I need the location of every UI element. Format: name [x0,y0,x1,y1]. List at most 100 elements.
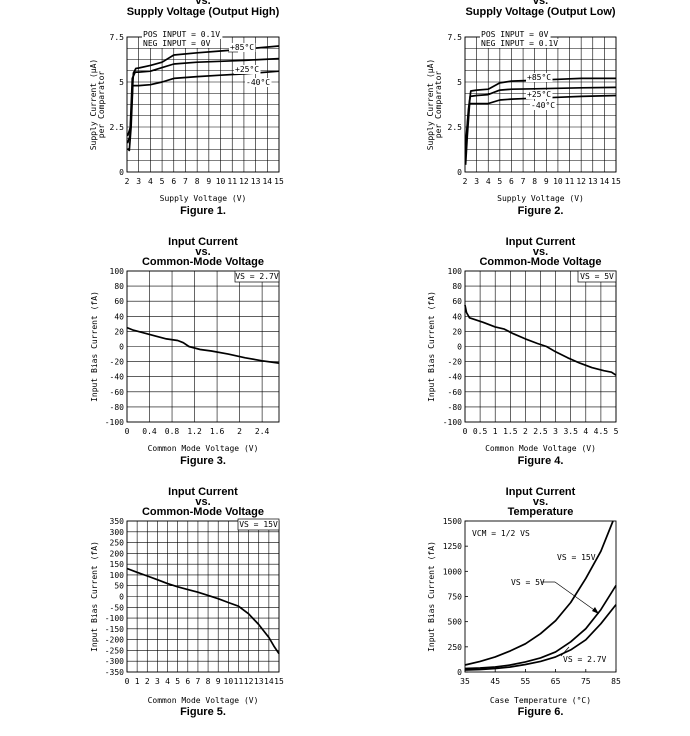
chart-title-line: Supply Voltage (Output Low) [465,6,615,18]
y-tick-label: 150 [110,560,125,569]
series-label-85c-bg [526,73,553,82]
vcm-note: VCM = 1/2 VS [472,529,530,538]
input-note-neg-bg [480,39,561,48]
x-axis-label: Supply Voltage (V) [160,194,247,203]
chart-title-line: vs. [533,496,548,508]
y-tick-label: 0 [457,168,462,177]
chart-title-line: vs. [195,246,210,258]
y-axis-label: Input Bias Current (fA) [427,541,436,652]
series-line-3 [126,70,280,152]
x-tick-label: 1.2 [187,427,202,436]
plot-frame [464,270,617,423]
x-tick-label: 0 [125,677,130,686]
input-note-pos-bg [480,30,551,39]
y-tick-label: 100 [110,267,125,276]
series-label-5v: VS = 5V [511,578,545,587]
x-tick-label: 0.8 [165,427,180,436]
x-tick-label: 5 [497,177,502,186]
x-tick-label: 2 [125,177,130,186]
vs-label: VS = 15V [239,520,278,529]
leader-2v7 [560,646,570,657]
y-axis-label: Input Bias Current (fA) [427,291,436,402]
chart-title-line: Common-Mode Voltage [479,256,601,268]
figure-caption: Figure 2. [518,205,564,217]
y-tick-label: 60 [452,297,462,306]
x-tick-label: 6 [171,177,176,186]
chart-title-line: Input Current [506,236,576,248]
y-tick-label: 2.5 [448,123,463,132]
vs-label: VS = 5V [580,272,614,281]
y-axis-label: per Comparator [434,71,443,139]
chart-title-line: Supply Voltage (Output High) [127,6,280,18]
x-tick-label: 0.5 [473,427,488,436]
series-label-m40c: -40°C [246,78,270,87]
x-axis-label: Supply Voltage (V) [497,194,584,203]
y-tick-label: -60 [448,388,463,397]
x-tick-label: 8 [206,677,211,686]
x-tick-label: 65 [551,677,561,686]
x-tick-label: 5 [175,677,180,686]
series-line-1 [464,520,614,666]
y-tick-label: 0 [457,343,462,352]
x-tick-label: 8 [195,177,200,186]
y-tick-label: 1250 [443,542,462,551]
vs-label-box [237,518,280,531]
x-tick-label: 3 [155,677,160,686]
figure-caption: Figure 4. [518,455,564,467]
series-label-25c-bg [526,90,553,99]
chart-title-line: Common-Mode Voltage [142,506,264,518]
y-axis-label: Input Bias Current (fA) [90,291,99,402]
y-tick-label: 5 [457,78,462,87]
y-tick-label: -200 [105,636,124,645]
y-tick-label: 0 [119,593,124,602]
y-tick-label: -80 [448,403,463,412]
y-tick-label: -40 [448,373,463,382]
y-tick-label: -300 [105,657,124,666]
series-line-1 [464,304,617,376]
leader-5v-b [554,581,598,613]
x-tick-label: 5 [160,177,165,186]
x-tick-label: 55 [521,677,531,686]
x-tick-label: 3 [553,427,558,436]
series-label-85c: +85°C [230,43,254,52]
figure-caption: Figure 5. [180,706,226,718]
figure-caption: Figure 6. [518,706,564,718]
x-tick-label: 1 [135,677,140,686]
x-tick-label: 4.5 [594,427,609,436]
series-label-85c-bg [229,43,256,52]
y-tick-label: -100 [105,418,124,427]
x-tick-label: 13 [251,177,261,186]
x-tick-label: 2 [145,677,150,686]
leader-5v-arrow [592,607,599,614]
x-tick-label: 2.4 [255,427,270,436]
x-tick-label: 10 [553,177,563,186]
x-tick-label: 10 [216,177,226,186]
y-tick-label: -40 [110,373,125,382]
y-axis-label: per Comparator [97,71,106,139]
input-note-neg: NEG INPUT = 0V [143,39,211,48]
x-tick-label: 9 [216,677,221,686]
x-tick-label: 6 [509,177,514,186]
chart-title-line: Input Current [506,486,576,498]
x-tick-label: 12 [244,677,254,686]
y-tick-label: -150 [105,625,124,634]
y-axis-label: Input Bias Current (fA) [90,541,99,652]
chart-title-line: Input Current [168,486,238,498]
x-tick-label: 35 [460,677,470,686]
x-tick-label: 3 [136,177,141,186]
y-tick-label: 750 [448,593,463,602]
vs-label-box [234,270,280,283]
x-tick-label: 9 [544,177,549,186]
series-line-3 [464,604,617,671]
x-tick-label: 13 [254,677,264,686]
series-line-1 [126,326,280,364]
x-tick-label: 15 [274,177,284,186]
x-tick-label: 8 [532,177,537,186]
x-tick-label: 10 [224,677,234,686]
x-axis-label: Common Mode Voltage (V) [148,444,259,453]
y-tick-label: 250 [110,539,125,548]
y-tick-label: -100 [443,418,462,427]
x-tick-label: 13 [588,177,598,186]
